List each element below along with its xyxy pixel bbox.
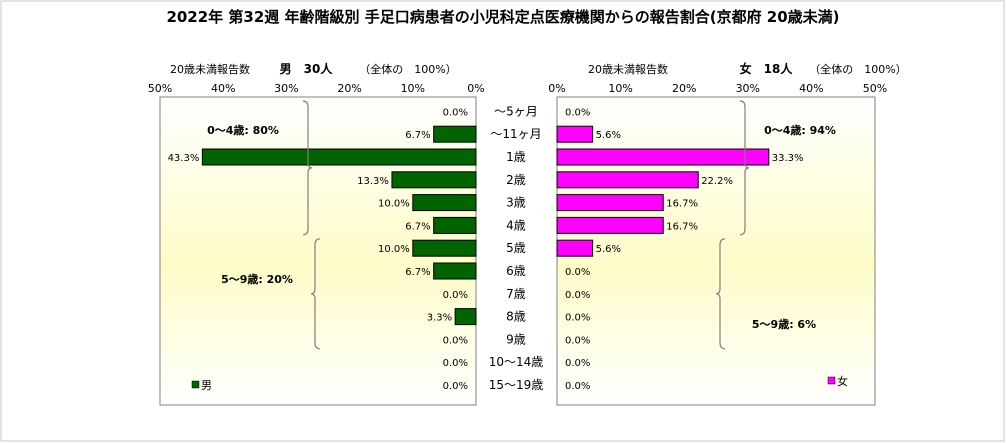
- male-value-label: 13.3%: [357, 176, 389, 187]
- female-bar: [556, 194, 664, 212]
- category-label: ～11ヶ月: [490, 127, 541, 141]
- male-value-label: 0.0%: [443, 290, 468, 301]
- female-bar: [556, 148, 770, 166]
- male-x-tick-label: 50%: [148, 82, 172, 95]
- category-label: ～5ヶ月: [494, 104, 538, 118]
- male-total: 男 30人: [280, 61, 334, 76]
- male-value-label: 6.7%: [405, 267, 430, 278]
- female-value-label: 22.2%: [701, 176, 733, 187]
- female-value-label: 0.0%: [565, 290, 590, 301]
- female-0-4-bracket: [739, 100, 750, 236]
- male-count-label: 20歳未満報告数: [170, 63, 250, 76]
- female-legend-label: 女: [837, 374, 848, 388]
- female-x-tick-label: 0%: [548, 82, 565, 95]
- female-value-label: 0.0%: [565, 313, 590, 324]
- male-0-4-bracket: [302, 100, 313, 236]
- male-value-label: 0.0%: [443, 358, 468, 369]
- female-value-label: 16.7%: [666, 221, 698, 232]
- male-bar: [433, 125, 477, 143]
- female-legend-swatch: [827, 376, 836, 385]
- male-legend-label: 男: [201, 379, 212, 392]
- male-value-label: 0.0%: [443, 381, 468, 392]
- category-label: 7歳: [506, 287, 526, 301]
- male-bar: [454, 308, 477, 326]
- female-value-label: 5.6%: [596, 244, 621, 255]
- male-bar: [433, 216, 477, 234]
- female-x-tick-label: 30%: [736, 82, 760, 95]
- category-label: 5歳: [506, 241, 526, 255]
- male-value-label: 43.3%: [168, 153, 200, 164]
- category-label: 10～14歳: [489, 355, 544, 369]
- male-value-label: 0.0%: [443, 335, 468, 346]
- male-bar: [412, 239, 477, 257]
- category-label: 9歳: [506, 332, 526, 346]
- female-share: （全体の 100%）: [809, 62, 906, 76]
- female-bar: [556, 239, 594, 257]
- male-0-4-summary: 0～4歳: 80%: [207, 123, 279, 137]
- female-count-label: 20歳未満報告数: [588, 63, 668, 76]
- female-0-4-summary: 0～4歳: 94%: [764, 123, 836, 137]
- female-value-label: 0.0%: [565, 358, 590, 369]
- category-label: 6歳: [506, 264, 526, 278]
- male-bar: [433, 262, 477, 280]
- male-x-tick-label: 0%: [467, 82, 484, 95]
- male-x-tick-label: 40%: [211, 82, 235, 95]
- female-x-tick-label: 20%: [672, 82, 696, 95]
- category-label: 4歳: [506, 218, 526, 232]
- male-5-9-summary: 5～9歳: 20%: [221, 272, 293, 286]
- category-label: 3歳: [506, 196, 526, 210]
- category-label: 1歳: [506, 150, 526, 164]
- female-total: 女 18人: [740, 61, 794, 76]
- female-value-label: 0.0%: [565, 381, 590, 392]
- male-x-tick-label: 30%: [274, 82, 298, 95]
- male-share: （全体の 100%）: [359, 62, 456, 76]
- category-label: 2歳: [506, 173, 526, 187]
- page-title: 2022年 第32週 年齢階級別 手足口病患者の小児科定点医療機関からの報告割合…: [166, 8, 840, 26]
- male-value-label: 3.3%: [427, 313, 452, 324]
- category-label: 8歳: [506, 310, 526, 324]
- female-value-label: 0.0%: [565, 335, 590, 346]
- female-bar: [556, 216, 664, 234]
- female-plot-area: [556, 96, 876, 406]
- female-value-label: 0.0%: [565, 267, 590, 278]
- male-x-tick-label: 10%: [401, 82, 425, 95]
- female-5-9-summary: 5～9歳: 6%: [752, 317, 816, 331]
- female-x-tick-label: 50%: [863, 82, 887, 95]
- male-value-label: 0.0%: [443, 107, 468, 118]
- male-value-label: 6.7%: [405, 130, 430, 141]
- female-value-label: 0.0%: [565, 107, 590, 118]
- female-bar: [556, 125, 594, 143]
- male-value-label: 10.0%: [378, 244, 410, 255]
- female-x-tick-label: 10%: [608, 82, 632, 95]
- male-value-label: 10.0%: [378, 199, 410, 210]
- female-x-tick-label: 40%: [799, 82, 823, 95]
- female-value-label: 16.7%: [666, 199, 698, 210]
- male-bar: [412, 194, 477, 212]
- female-value-label: 33.3%: [772, 153, 804, 164]
- male-legend-swatch: [191, 380, 200, 389]
- male-bar: [391, 171, 477, 189]
- male-x-tick-label: 20%: [337, 82, 361, 95]
- male-bar: [201, 148, 477, 166]
- male-5-9-bracket: [310, 238, 321, 350]
- male-value-label: 6.7%: [405, 221, 430, 232]
- female-5-9-bracket: [715, 238, 726, 350]
- female-value-label: 5.6%: [596, 130, 621, 141]
- female-bar: [556, 171, 699, 189]
- category-label: 15～19歳: [489, 378, 544, 392]
